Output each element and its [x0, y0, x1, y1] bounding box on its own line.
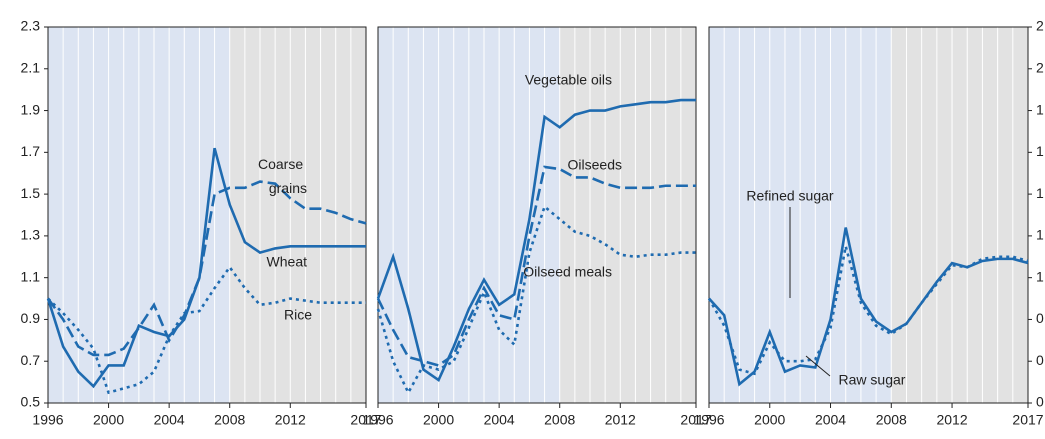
y-tick-label: 0.7 [21, 352, 41, 368]
projection-background [559, 27, 696, 403]
y-tick-label: 1.5 [21, 185, 41, 201]
plot-frame [47, 26, 367, 404]
series-label: Raw sugar [839, 372, 906, 388]
y-tick-label: 1.1 [21, 268, 41, 284]
y-tick-label: 1.3 [1036, 227, 1045, 243]
plot-frame [377, 26, 697, 404]
series-line [376, 204, 696, 396]
y-tick-label: 2.3 [21, 18, 41, 34]
series-line [46, 180, 367, 357]
x-tick-label: 2004 [484, 412, 515, 428]
x-tick-label: 2017 [1012, 412, 1043, 428]
y-tick-label: 2.1 [21, 59, 41, 75]
x-tick-label: 2000 [423, 412, 454, 428]
series-label: Vegetable oils [525, 72, 612, 88]
series-line [376, 98, 696, 382]
plot-frame [708, 26, 1029, 404]
x-tick-label: 2000 [754, 412, 785, 428]
series-line [376, 165, 696, 367]
x-tick-label: 1996 [362, 412, 393, 428]
x-tick-label: 2004 [154, 412, 185, 428]
series-label: Wheat [267, 254, 308, 270]
series-label: Refined sugar [746, 188, 834, 204]
x-tick-label: 2008 [876, 412, 907, 428]
y-tick-label: 0.9 [1036, 310, 1045, 326]
y-tick-label: 0.5 [1036, 394, 1045, 410]
x-tick-label: 2008 [544, 412, 575, 428]
y-tick-label: 2.3 [1036, 18, 1045, 34]
series-line [46, 147, 366, 389]
x-tick-label: 2008 [214, 412, 245, 428]
y-tick-label: 0.5 [21, 394, 41, 410]
y-tick-label: 1.5 [1036, 185, 1045, 201]
x-tick-label: 1996 [32, 412, 63, 428]
label-leader [805, 355, 831, 377]
y-tick-label: 1.7 [21, 143, 41, 159]
projection-background [229, 27, 366, 403]
y-tick-label: 0.7 [1036, 352, 1045, 368]
y-tick-label: 1.1 [1036, 268, 1045, 284]
series-label: Oilseed meals [523, 264, 612, 280]
y-tick-label: 1.7 [1036, 143, 1045, 159]
series-label: Coarse grains [258, 156, 307, 196]
y-tick-label: 0.9 [21, 310, 41, 326]
x-tick-label: 2012 [936, 412, 967, 428]
series-label: Rice [284, 307, 312, 323]
series-line [47, 265, 366, 395]
series-line [708, 227, 1029, 387]
y-tick-label: 1.3 [21, 227, 41, 243]
x-tick-label: 2000 [93, 412, 124, 428]
y-tick-label: 1.9 [1036, 101, 1045, 117]
series-label: Oilseeds [568, 157, 622, 173]
x-tick-label: 2012 [605, 412, 636, 428]
y-tick-label: 2.1 [1036, 59, 1045, 75]
x-tick-label: 2017 [680, 412, 711, 428]
x-tick-label: 2017 [350, 412, 381, 428]
x-tick-label: 2012 [275, 412, 306, 428]
x-tick-label: 1996 [693, 412, 724, 428]
x-tick-label: 2004 [815, 412, 846, 428]
projection-background [891, 27, 1028, 403]
y-tick-label: 1.9 [21, 101, 41, 117]
